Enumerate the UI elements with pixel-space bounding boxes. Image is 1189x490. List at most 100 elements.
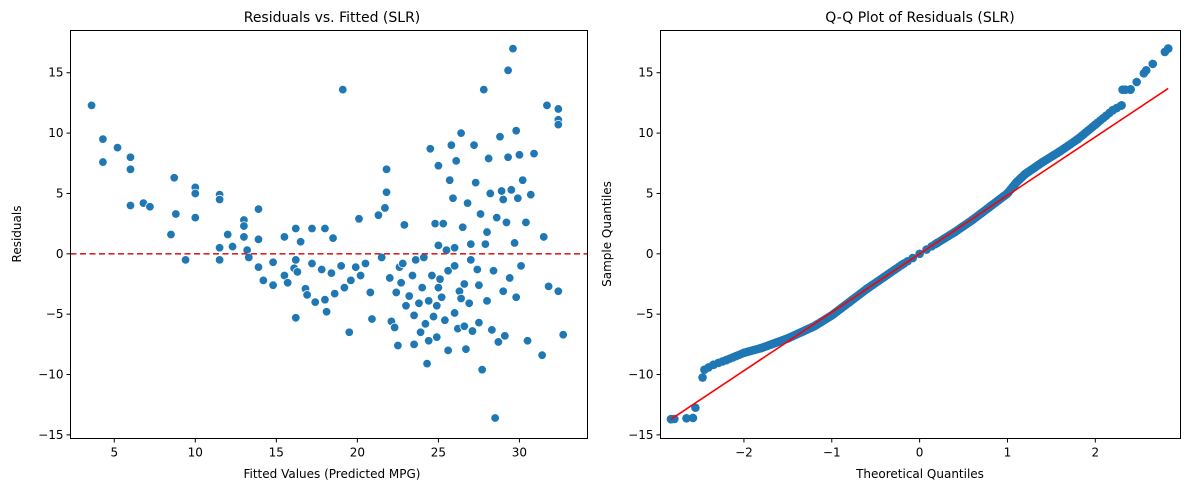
residual-point [253,262,264,272]
residual-point [474,280,484,290]
residual-point [464,298,474,309]
right-y-tick-label: 10 [638,126,653,140]
residual-point [360,258,371,269]
residual-point [511,125,521,136]
residual-point [214,255,225,265]
left-y-tick-label: 10 [48,126,63,140]
right-y-tick-label: −5 [636,307,654,321]
residual-point [302,290,312,300]
right-x-tick-label: 0 [916,446,924,460]
residual-point [516,261,526,271]
left-y-tick-label: 0 [56,247,64,261]
residual-point [428,311,439,322]
residual-point [320,223,330,234]
residual-point [505,273,515,283]
residual-point [553,286,564,296]
residual-point [427,270,437,281]
residual-point [223,229,233,240]
left-chart-title: Residuals vs. Fitted (SLR) [244,10,421,26]
residual-point [503,65,513,76]
residual-point [482,227,492,237]
residual-point [253,204,264,214]
residual-point [474,317,484,328]
right-y-tick-label: −15 [628,428,653,442]
residual-point [506,185,517,195]
qq-point [1118,85,1127,94]
right-chart-title: Q-Q Plot of Residuals (SLR) [825,10,1014,26]
residual-point [411,255,421,265]
residual-point [329,288,340,299]
residual-point [258,275,269,286]
residual-point [498,286,508,296]
residual-point [433,282,444,293]
residual-point [514,150,525,160]
residual-point [423,336,434,346]
residual-point [440,315,450,325]
residual-point [320,294,330,305]
residual-point [404,291,414,301]
residual-point [430,218,440,229]
left-y-tick-label: −10 [38,368,63,382]
residual-point [344,327,354,337]
qq-point [1003,189,1012,198]
residual-point [462,198,473,208]
residual-point [190,188,200,199]
residual-point [433,160,444,171]
left-x-tick-label: 15 [269,446,284,460]
right-x-tick-label: 1 [1004,446,1012,460]
residual-point [86,100,97,111]
residual-point [376,252,387,263]
left-x-tick-label: 5 [110,446,118,460]
left-x-axis-label: Fitted Values (Predicted MPG) [243,467,420,481]
residual-point [479,84,489,95]
residual-point [488,266,499,276]
residual-point [449,243,460,253]
left-x-tick-label: 25 [431,446,446,460]
qq-point [1020,169,1030,179]
residual-point [310,297,320,307]
residual-point [470,177,481,188]
residual-point [396,278,406,288]
qq-plot-chart: Q-Q Plot of Residuals (SLR) Theoretical … [600,10,1181,481]
residual-point [407,270,418,281]
right-y-tick-label: 0 [646,247,654,261]
left-y-tick-label: 15 [48,66,63,80]
residual-point [558,329,568,340]
residual-point [451,156,461,166]
qq-point [1108,105,1118,115]
residual-point [239,221,249,231]
residual-point [391,287,401,298]
qq-point [1090,120,1100,129]
residual-point [448,193,458,203]
residual-point [253,234,264,245]
residual-point [214,243,225,253]
residual-point [385,273,395,283]
residual-point [214,194,225,205]
residual-point [509,238,520,248]
residual-point [98,157,108,167]
residual-point [553,104,564,114]
qq-point [1011,178,1021,187]
residual-point [438,218,448,229]
residual-point [432,301,442,311]
residual-point [346,275,356,286]
residual-point [513,193,523,203]
residual-point [487,325,497,335]
residual-point [500,331,510,341]
residual-point [125,164,136,175]
residual-point [526,189,536,200]
residual-point [490,413,500,423]
left-x-tick-label: 20 [350,446,365,460]
residual-point [307,258,317,269]
right-axes-frame [660,30,1181,439]
qq-point [1163,44,1173,53]
residual-point [98,134,108,144]
left-axes-frame [70,30,588,439]
residual-point [432,332,442,342]
residual-point [244,252,254,263]
residual-point [467,326,478,336]
residual-point [511,292,521,302]
qq-point [688,413,698,423]
residual-point [365,287,376,298]
